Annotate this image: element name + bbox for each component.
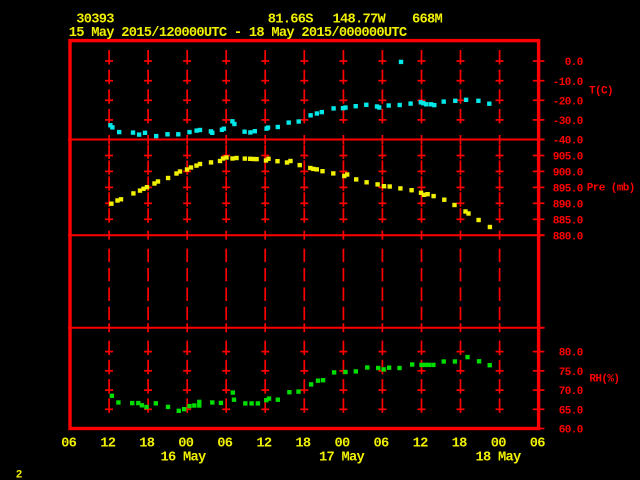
svg-text:-40.0: -40.0 <box>553 136 583 148</box>
svg-text:80.0: 80.0 <box>559 348 583 360</box>
svg-text:06: 06 <box>217 437 233 452</box>
svg-text:2: 2 <box>16 470 22 480</box>
svg-text:-30.0: -30.0 <box>553 116 583 128</box>
svg-text:70.0: 70.0 <box>559 386 583 398</box>
svg-text:-20.0: -20.0 <box>553 96 583 108</box>
svg-text:00: 00 <box>334 437 350 452</box>
svg-text:-10.0: -10.0 <box>553 77 583 89</box>
svg-text:12: 12 <box>100 437 116 452</box>
svg-text:06: 06 <box>530 437 546 452</box>
svg-text:00: 00 <box>491 437 507 452</box>
svg-text:16 May: 16 May <box>160 450 206 465</box>
svg-text:18: 18 <box>139 437 155 452</box>
svg-text:81.66S: 81.66S <box>268 13 314 28</box>
svg-text:0.0: 0.0 <box>565 57 583 69</box>
svg-text:65.0: 65.0 <box>559 405 583 417</box>
svg-text:668M: 668M <box>412 13 443 28</box>
svg-text:18: 18 <box>452 437 468 452</box>
svg-text:06: 06 <box>373 437 389 452</box>
svg-text:60.0: 60.0 <box>559 425 583 437</box>
svg-text:18: 18 <box>295 437 311 452</box>
svg-text:12: 12 <box>256 437 272 452</box>
svg-text:885.0: 885.0 <box>553 215 583 227</box>
svg-text:905.0: 905.0 <box>553 152 583 164</box>
svg-text:Pre (mb): Pre (mb) <box>587 183 635 195</box>
svg-text:900.0: 900.0 <box>553 168 583 180</box>
svg-text:12: 12 <box>413 437 429 452</box>
svg-text:148.77W: 148.77W <box>333 13 387 28</box>
svg-text:18 May: 18 May <box>475 450 521 465</box>
svg-text:880.0: 880.0 <box>553 231 583 243</box>
svg-text:75.0: 75.0 <box>559 367 583 379</box>
svg-text:15 May 2015/120000UTC - 18 May: 15 May 2015/120000UTC - 18 May 2015/0000… <box>69 25 407 41</box>
svg-text:00: 00 <box>178 437 194 452</box>
svg-text:30393: 30393 <box>76 13 114 28</box>
svg-text:890.0: 890.0 <box>553 199 583 211</box>
svg-text:895.0: 895.0 <box>553 184 583 196</box>
svg-text:17 May: 17 May <box>319 450 365 465</box>
svg-text:06: 06 <box>61 437 77 452</box>
svg-text:RH(%): RH(%) <box>589 374 619 386</box>
svg-text:T(C): T(C) <box>589 85 613 97</box>
